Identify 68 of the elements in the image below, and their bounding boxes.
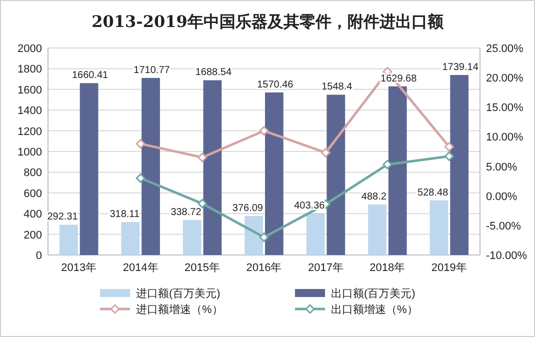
y-tick-label: 1200 [18,126,42,138]
bar [142,78,160,255]
y2-tick-label: 20.00% [486,72,524,85]
y2-tick-label: 10.00% [486,132,524,144]
bar [203,80,222,255]
y-tick-label: 600 [24,188,42,200]
legend-label: 进口额增速（%） [136,303,223,316]
x-tick-label: 2019年 [431,262,467,274]
data-label: 1688.54 [195,67,232,78]
y-tick-label: 1800 [18,64,42,76]
y2-tick-label: -5.00% [486,220,522,232]
chart-title: 2013-2019年中国乐器及其零件，附件进出口额 [92,12,444,31]
y2-tick-label: -10.00% [486,250,528,262]
bar [450,75,469,255]
x-tick-label: 2016年 [246,262,282,274]
y-tick-label: 1000 [18,146,42,158]
bar [80,83,98,255]
point [320,148,330,158]
y2-tick-label: 25.00% [486,43,524,55]
legend-label: 出口额(百万美元) [331,287,416,300]
data-label: 376.09 [232,203,264,214]
data-label: 528.48 [418,187,449,198]
point [382,160,392,170]
point [198,152,208,162]
point [444,142,454,152]
y-tick-label: 1600 [18,84,42,96]
data-label: 1710.77 [134,64,170,76]
bar [388,86,407,255]
bar [121,222,140,255]
point [259,232,269,242]
data-label: 338.72 [170,206,202,218]
x-tick-label: 2015年 [184,262,220,274]
bar [368,204,386,255]
bar [182,220,202,255]
bar [430,200,448,255]
legend-label: 进口额(百万美元) [136,287,220,300]
data-label: 1739.14 [442,62,479,73]
bar [326,94,346,255]
x-tick-label: 2018年 [370,262,406,274]
data-label: 318.11 [110,209,140,220]
x-tick-label: 2014年 [122,262,158,274]
y-tick-label: 1400 [18,105,42,118]
y2-tick-label: 0.00% [486,190,518,203]
y-tick-label: 0 [36,250,42,262]
legend-label: 出口额增速（%） [331,303,418,316]
data-label: 1570.46 [257,79,294,90]
y-tick-label: 800 [24,167,42,180]
y-tick-label: 400 [24,208,42,221]
data-label: 1629.68 [380,73,418,84]
data-label: 488.2 [361,191,387,202]
data-label: 1660.41 [72,70,109,82]
bar [306,213,325,255]
bar [244,216,263,255]
bar [59,224,78,255]
point [198,198,208,208]
bar [265,92,284,255]
point [136,173,146,183]
data-label: 1548.4 [322,82,353,93]
x-tick-label: 2013年 [61,262,97,274]
x-tick-label: 2017年 [308,262,344,274]
point [444,151,454,161]
data-label: 292.31 [47,212,78,223]
y-tick-label: 200 [24,229,42,242]
y2-tick-label: 15.00% [486,102,524,114]
point [259,126,269,136]
point [136,139,146,149]
y2-tick-label: 5.00% [486,161,518,174]
y-tick-label: 2000 [18,43,42,55]
